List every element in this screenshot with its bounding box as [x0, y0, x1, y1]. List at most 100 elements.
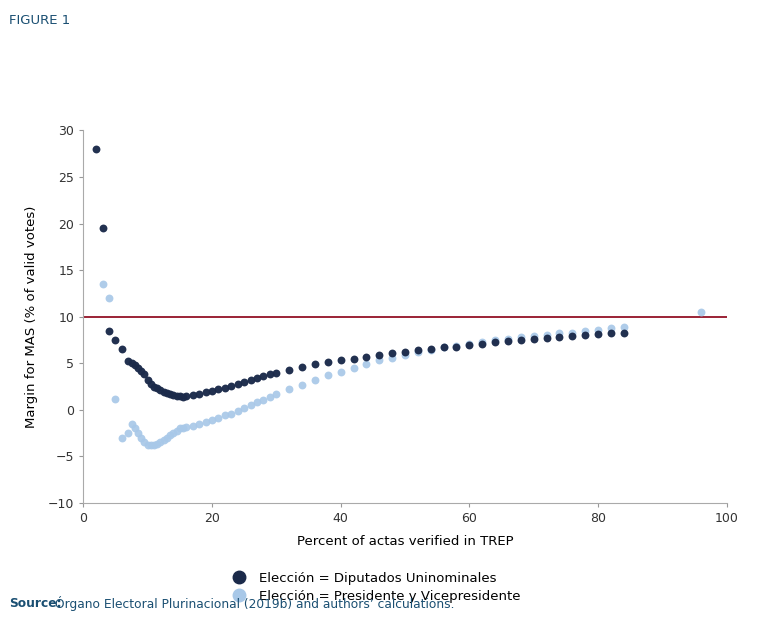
Point [450, 340, 463, 350]
Point [135, 433, 147, 443]
Point [164, 389, 176, 399]
Point [579, 325, 591, 335]
Point [206, 386, 218, 396]
Point [251, 373, 263, 383]
Point [540, 333, 553, 343]
Point [309, 375, 321, 385]
Point [219, 410, 231, 420]
Point [283, 384, 295, 394]
Point [126, 419, 138, 428]
Point [425, 344, 437, 354]
Point [270, 389, 282, 399]
Point [386, 353, 398, 363]
Point [438, 343, 450, 353]
Text: actas: actas [100, 44, 139, 57]
Point [174, 391, 186, 401]
Point [245, 375, 257, 385]
Text: The MAS-IPSP margin increased steadily through most of the quick count (TREP) as: The MAS-IPSP margin increased steadily t… [9, 29, 612, 42]
Point [157, 388, 170, 397]
Point [193, 389, 205, 399]
Point [373, 355, 385, 365]
Point [618, 328, 630, 338]
Point [360, 351, 372, 361]
Point [412, 347, 424, 357]
Point [126, 358, 138, 368]
Text: more tally sheets (: more tally sheets ( [9, 44, 145, 57]
Point [438, 343, 450, 353]
Point [238, 403, 250, 413]
Point [399, 347, 411, 357]
Point [605, 323, 617, 333]
Point [193, 419, 205, 428]
Point [122, 428, 135, 438]
Point [177, 392, 189, 402]
Point [180, 422, 192, 432]
Point [167, 390, 179, 400]
Point [335, 366, 347, 376]
Point [515, 332, 527, 342]
Point [151, 440, 164, 450]
Point [103, 293, 115, 303]
Point [245, 401, 257, 410]
Point [528, 332, 540, 342]
Point [347, 363, 360, 373]
Point [296, 362, 308, 372]
Point [180, 391, 192, 401]
Point [226, 409, 238, 419]
Point [399, 350, 411, 360]
Point [206, 415, 218, 425]
Point [463, 340, 475, 350]
Point [148, 381, 160, 392]
Point [186, 421, 198, 431]
Point [489, 335, 501, 345]
Point [148, 440, 160, 450]
Point [232, 406, 244, 416]
Point [132, 363, 144, 373]
Point [132, 428, 144, 438]
Point [296, 380, 308, 390]
Point [322, 370, 334, 380]
Point [142, 375, 154, 385]
Point [170, 391, 182, 401]
Text: ) were verified: ) were verified [123, 44, 229, 57]
Point [540, 330, 553, 340]
Point [160, 433, 173, 443]
Text: Source:: Source: [9, 597, 62, 610]
Point [145, 379, 157, 389]
Point [322, 358, 334, 368]
Point [96, 279, 109, 289]
Point [154, 438, 167, 448]
Point [226, 381, 238, 391]
Point [528, 334, 540, 344]
Point [566, 328, 578, 338]
Point [90, 144, 102, 154]
Point [553, 332, 565, 342]
Point [502, 336, 514, 346]
Point [592, 325, 604, 335]
Point [335, 355, 347, 365]
Point [174, 424, 186, 433]
Point [386, 348, 398, 358]
Point [200, 388, 212, 397]
Point [164, 430, 176, 440]
Text: FIGURE 1: FIGURE 1 [9, 14, 70, 27]
Point [283, 365, 295, 374]
Point [270, 368, 282, 378]
Point [553, 329, 565, 338]
Point [109, 335, 121, 345]
Point [309, 359, 321, 369]
Point [212, 414, 224, 424]
Point [139, 369, 151, 379]
Point [129, 360, 141, 370]
Point [151, 384, 164, 394]
Point [263, 392, 276, 402]
Point [412, 345, 424, 355]
Point [373, 350, 385, 360]
Point [463, 339, 475, 349]
Point [476, 337, 488, 347]
Text: Órgano Electoral Plurinacional (2019b) and authors’ calculations.: Órgano Electoral Plurinacional (2019b) a… [55, 596, 454, 612]
Point [139, 438, 151, 448]
Point [103, 325, 115, 335]
Point [177, 424, 189, 433]
Point [116, 433, 128, 443]
